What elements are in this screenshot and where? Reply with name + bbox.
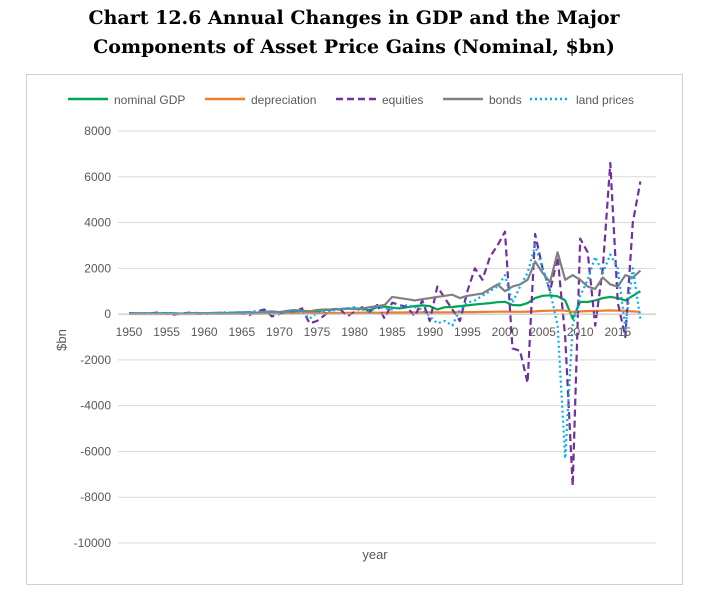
x-tick-label: 1960 — [191, 325, 218, 339]
y-tick-label: 6000 — [84, 170, 111, 184]
y-axis-ticks: 8000 6000 4000 2000 0 -2000 -4000 -6000 -8000 -10… — [74, 124, 112, 550]
x-tick-label: 1995 — [454, 325, 481, 339]
legend-label: land prices — [576, 93, 634, 107]
x-tick-label: 1955 — [153, 325, 180, 339]
x-tick-label: 1975 — [304, 325, 331, 339]
legend-label: nominal GDP — [114, 93, 185, 107]
legend-label: equities — [382, 93, 423, 107]
x-tick-label: 1980 — [341, 325, 368, 339]
x-tick-label: 1970 — [266, 325, 293, 339]
legend-label: depreciation — [251, 93, 316, 107]
x-tick-label: 1950 — [116, 325, 143, 339]
y-tick-label: 8000 — [84, 124, 111, 138]
y-tick-label: -4000 — [80, 399, 111, 413]
y-tick-label: -8000 — [80, 490, 111, 504]
y-tick-label: -10000 — [74, 536, 112, 550]
chart-frame — [26, 74, 683, 585]
gridlines — [118, 130, 656, 544]
x-tick-label: 1990 — [416, 325, 443, 339]
series-line-land-prices — [128, 244, 642, 460]
y-tick-label: 0 — [104, 307, 111, 321]
y-tick-label: -6000 — [80, 444, 111, 458]
y-axis-label: $bn — [54, 329, 69, 351]
x-tick-label: 2005 — [529, 325, 556, 339]
x-tick-label: 1985 — [379, 325, 406, 339]
x-tick-label: 2010 — [567, 325, 594, 339]
chart-title-line-1: Chart 12.6 Annual Changes in GDP and the… — [88, 7, 620, 29]
x-axis-label: year — [362, 547, 388, 562]
legend-label: bonds — [489, 93, 522, 107]
y-tick-label: 2000 — [84, 261, 111, 275]
x-tick-label: 1965 — [228, 325, 255, 339]
y-tick-label: 4000 — [84, 216, 111, 230]
series-line-bonds — [129, 251, 642, 315]
y-tick-label: -2000 — [80, 353, 111, 367]
chart-title-line-2: Components of Asset Price Gains (Nominal… — [93, 36, 615, 58]
legend: nominal GDP depreciation equities bonds land… — [68, 93, 634, 107]
chart-title: Chart 12.6 Annual Changes in GDP and the… — [0, 4, 708, 62]
x-axis: 1950 1955 1960 1965 1970 1975 1980 1985 1990 1995… — [116, 313, 656, 339]
x-tick-label: 2015 — [604, 325, 631, 339]
x-tick-label: 2000 — [492, 325, 519, 339]
